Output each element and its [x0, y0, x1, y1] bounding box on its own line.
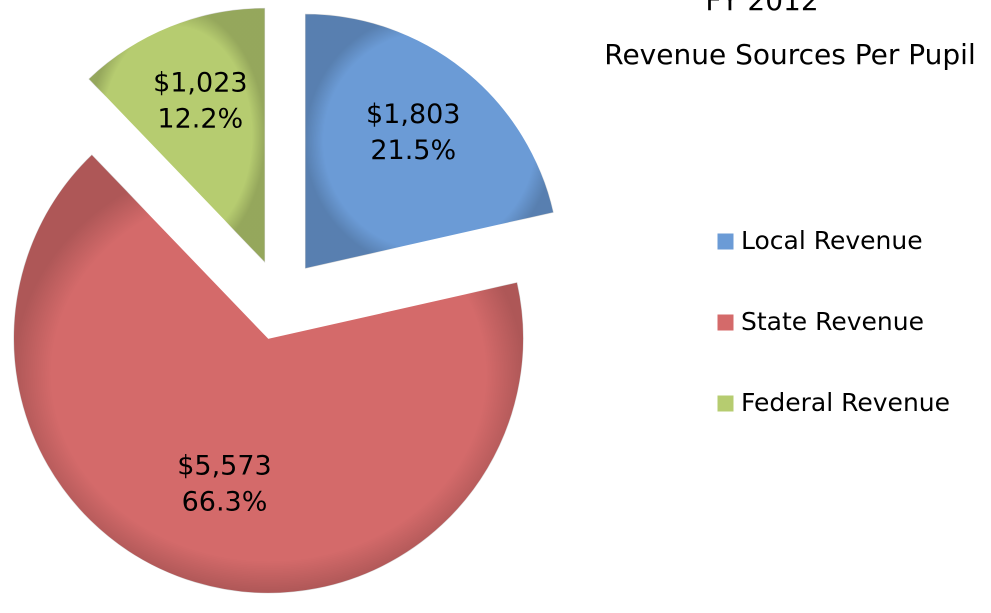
legend-swatch: [716, 313, 735, 332]
legend-label: Local Revenue: [741, 226, 923, 255]
legend-label: Federal Revenue: [741, 388, 950, 417]
chart-subtitle: Revenue Sources Per Pupil: [604, 38, 976, 71]
value-label: $5,573: [177, 450, 271, 481]
value-label: $1,023: [153, 68, 247, 99]
legend-swatch: [716, 232, 735, 251]
percentage-label: 66.3%: [182, 486, 268, 517]
slice-shade: [88, 7, 266, 263]
slice-shade: [304, 13, 554, 269]
percentage-label: 21.5%: [370, 135, 456, 166]
chart-title: FY 2012: [705, 0, 818, 17]
legend-swatch: [716, 394, 735, 413]
slice-shade: [13, 154, 524, 594]
value-label: $1,803: [366, 99, 460, 130]
legend-label: State Revenue: [741, 307, 924, 336]
percentage-label: 12.2%: [157, 104, 243, 135]
